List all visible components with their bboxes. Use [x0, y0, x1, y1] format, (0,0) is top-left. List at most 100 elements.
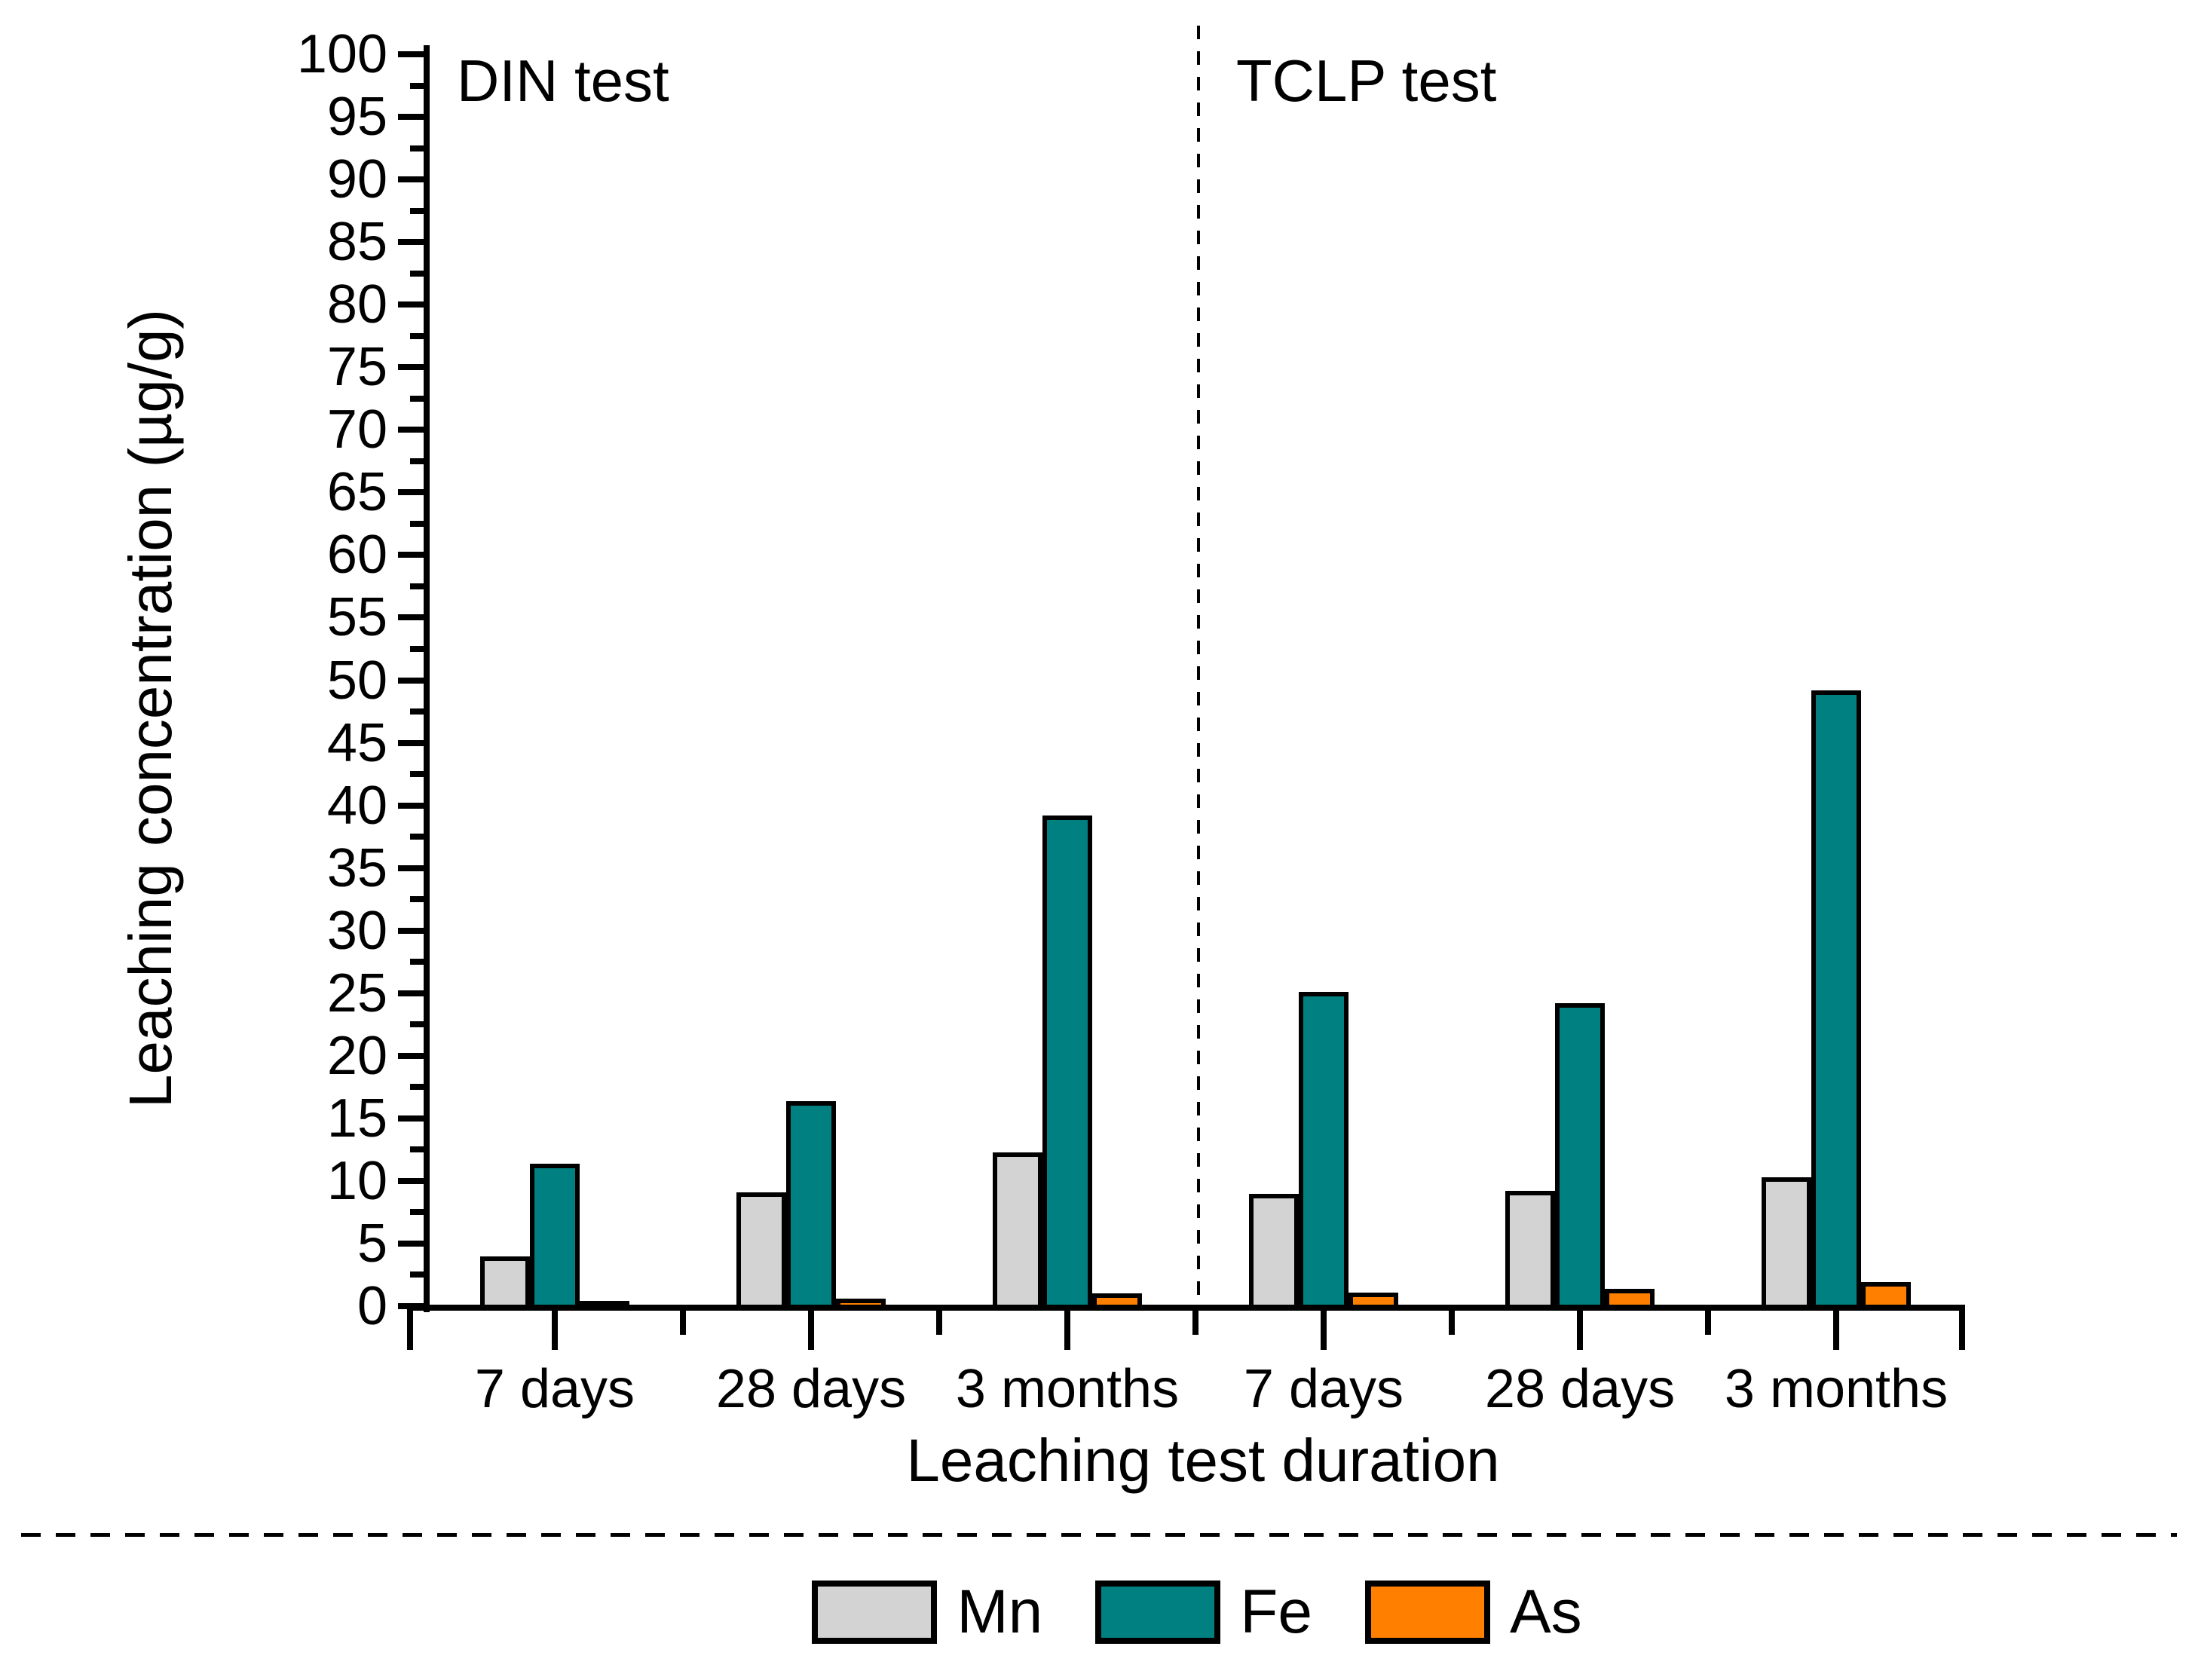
bar-fe-4 — [1555, 1003, 1605, 1310]
y-tick-label: 65 — [326, 462, 387, 523]
y-major-tick — [398, 802, 424, 809]
y-major-tick — [398, 239, 424, 246]
x-axis-end-tick — [1959, 1305, 1965, 1350]
y-major-tick — [398, 1177, 424, 1184]
y-tick-label: 45 — [326, 712, 387, 773]
y-major-tick — [398, 927, 424, 934]
x-major-tick — [552, 1309, 558, 1350]
separator-dashed-line — [21, 1533, 2177, 1537]
y-tick-label: 70 — [326, 399, 387, 461]
y-minor-tick — [410, 708, 424, 715]
bar-fe-2 — [1042, 816, 1092, 1310]
y-major-tick — [398, 739, 424, 746]
y-major-tick — [398, 427, 424, 433]
y-minor-tick — [410, 395, 424, 402]
x-tick-label: 3 months — [955, 1359, 1180, 1419]
y-major-tick — [398, 176, 424, 183]
y-tick-label: 30 — [326, 900, 387, 961]
legend-label-fe: Fe — [1240, 1577, 1312, 1646]
y-tick-label: 60 — [326, 525, 387, 586]
y-tick-label: 10 — [326, 1150, 387, 1211]
x-major-tick — [1577, 1309, 1583, 1350]
x-tick-label: 7 days — [474, 1359, 635, 1419]
y-tick-label: 90 — [326, 149, 387, 210]
bar-mn-1 — [736, 1192, 786, 1310]
annotation-din-test: DIN test — [457, 47, 669, 114]
y-major-tick — [398, 990, 424, 996]
y-major-tick — [398, 364, 424, 371]
y-minor-tick — [410, 959, 424, 965]
y-major-tick — [398, 489, 424, 496]
x-minor-tick — [1449, 1309, 1455, 1335]
x-minor-tick — [1192, 1309, 1198, 1335]
y-tick-label: 25 — [326, 962, 387, 1024]
section-divider-dashed-line — [1197, 26, 1200, 1305]
y-tick-label: 55 — [326, 587, 387, 648]
y-tick-label: 40 — [326, 775, 387, 836]
y-minor-tick — [410, 645, 424, 652]
x-major-tick — [808, 1309, 814, 1350]
y-minor-tick — [410, 771, 424, 778]
legend-entry-as: As — [1364, 1577, 1582, 1646]
legend-entry-fe: Fe — [1095, 1580, 1312, 1645]
y-axis-line — [424, 45, 430, 1312]
legend-label-as: As — [1509, 1577, 1582, 1646]
y-minor-tick — [410, 207, 424, 214]
y-minor-tick — [410, 834, 424, 840]
x-axis-line — [407, 1305, 1965, 1311]
bar-fe-5 — [1811, 690, 1861, 1310]
y-minor-tick — [410, 896, 424, 903]
legend-swatch-fe — [1095, 1581, 1221, 1644]
bar-mn-3 — [1249, 1194, 1299, 1310]
y-major-tick — [398, 51, 424, 57]
y-major-tick — [398, 114, 424, 121]
y-tick-label: 80 — [326, 274, 387, 335]
x-tick-label: 3 months — [1724, 1359, 1949, 1419]
y-tick-label: 20 — [326, 1025, 387, 1086]
y-minor-tick — [410, 82, 424, 89]
y-tick-label: 100 — [296, 24, 387, 84]
y-tick-label: 5 — [357, 1213, 387, 1274]
legend: Mn Fe As — [196, 1580, 2198, 1645]
annotation-tclp-test: TCLP test — [1236, 47, 1497, 114]
legend-swatch-mn — [812, 1581, 938, 1644]
y-minor-tick — [410, 457, 424, 464]
y-major-tick — [398, 1240, 424, 1247]
y-minor-tick — [410, 1021, 424, 1028]
y-minor-tick — [410, 1084, 424, 1091]
x-tick-label: 28 days — [715, 1359, 907, 1419]
y-major-tick — [398, 864, 424, 871]
y-tick-label: 75 — [326, 337, 387, 398]
x-axis-start-tick — [407, 1305, 413, 1350]
y-tick-label: 50 — [326, 650, 387, 711]
x-major-tick — [1833, 1309, 1839, 1350]
bar-mn-0 — [480, 1256, 530, 1310]
y-minor-tick — [410, 520, 424, 527]
y-tick-label: 35 — [326, 837, 387, 898]
x-axis-title: Leaching test duration — [906, 1427, 1500, 1494]
bar-mn-4 — [1505, 1191, 1555, 1310]
x-major-tick — [1321, 1309, 1327, 1350]
x-tick-label: 28 days — [1484, 1359, 1676, 1419]
y-tick-label: 85 — [326, 212, 387, 273]
y-major-tick — [398, 614, 424, 621]
y-major-tick — [398, 1115, 424, 1122]
y-major-tick — [398, 677, 424, 684]
legend-entry-mn: Mn — [812, 1580, 1042, 1645]
y-minor-tick — [410, 270, 424, 277]
bar-mn-2 — [993, 1152, 1042, 1310]
y-major-tick — [398, 1052, 424, 1059]
y-major-tick — [398, 552, 424, 558]
x-tick-label: 7 days — [1243, 1359, 1404, 1419]
y-tick-label: 0 — [357, 1276, 387, 1336]
x-minor-tick — [936, 1309, 942, 1335]
x-minor-tick — [680, 1309, 686, 1335]
y-tick-label: 15 — [326, 1088, 387, 1149]
y-major-tick — [398, 1303, 424, 1309]
y-minor-tick — [410, 332, 424, 339]
legend-label-mn: Mn — [957, 1577, 1043, 1646]
x-major-tick — [1064, 1309, 1070, 1350]
y-tick-label: 95 — [326, 87, 387, 148]
y-minor-tick — [410, 1146, 424, 1153]
